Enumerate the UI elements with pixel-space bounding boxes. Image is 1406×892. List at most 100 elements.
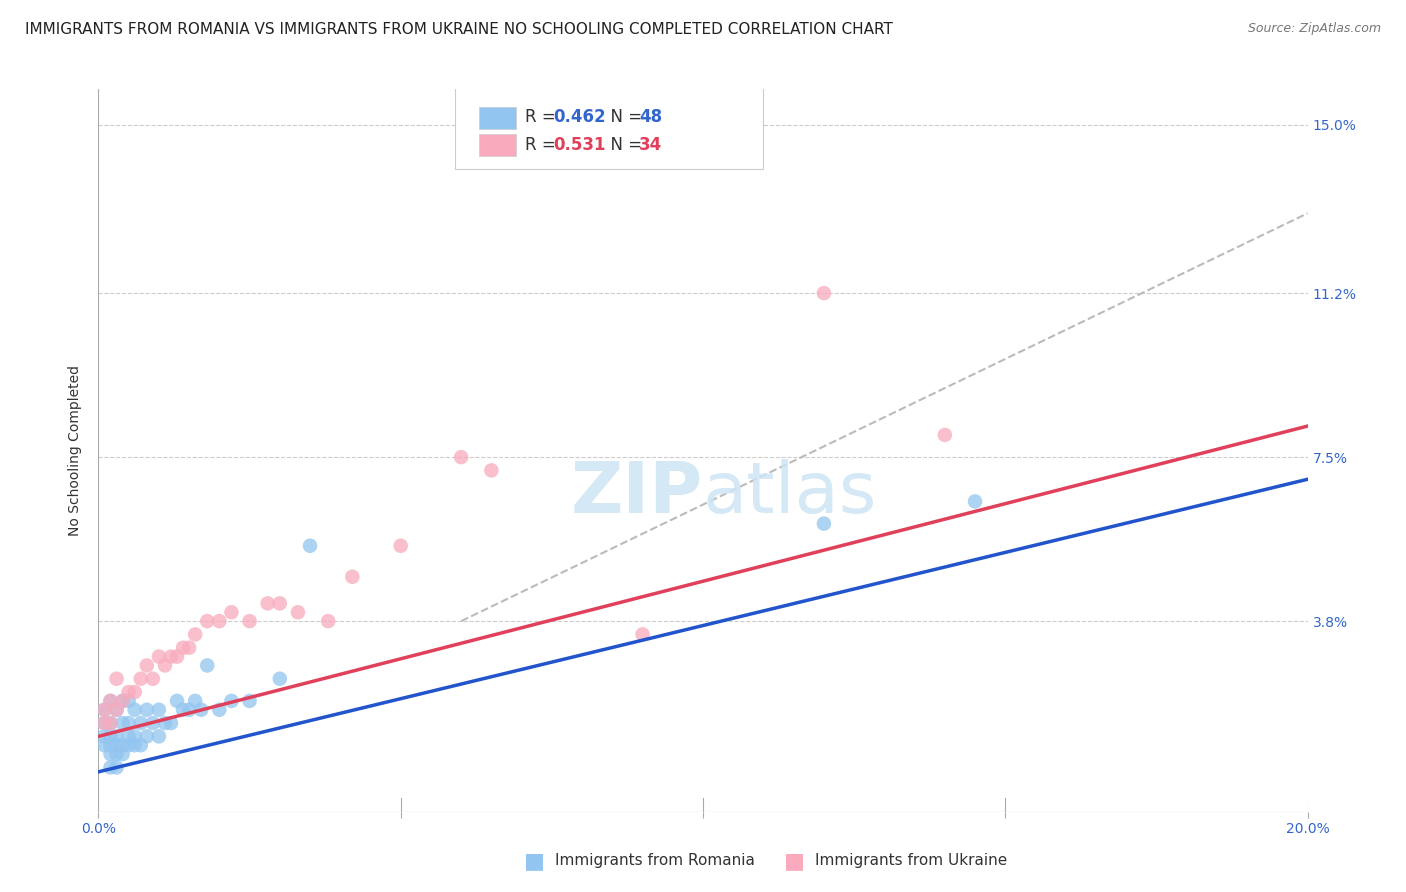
Point <box>129 716 152 731</box>
Point <box>190 703 212 717</box>
Text: ■: ■ <box>524 851 544 871</box>
Text: 48: 48 <box>638 108 662 126</box>
Point <box>100 760 122 774</box>
Point <box>93 730 115 744</box>
Point <box>105 703 128 717</box>
Point <box>221 605 243 619</box>
Point <box>118 685 141 699</box>
Text: ZIP: ZIP <box>571 459 703 528</box>
Point <box>105 672 128 686</box>
Point <box>184 694 207 708</box>
Point <box>118 730 141 744</box>
Point <box>965 494 987 508</box>
Text: 0.531: 0.531 <box>553 136 606 153</box>
Point <box>124 738 146 752</box>
Point <box>100 694 122 708</box>
Point <box>631 627 654 641</box>
Point <box>105 760 128 774</box>
Point <box>111 694 134 708</box>
Text: ■: ■ <box>785 851 804 871</box>
Text: 34: 34 <box>638 136 662 153</box>
Point <box>129 672 152 686</box>
Point <box>160 716 183 731</box>
Point <box>256 596 278 610</box>
Point <box>105 747 128 761</box>
Point <box>172 703 194 717</box>
Point <box>299 539 322 553</box>
Point <box>153 658 176 673</box>
Point <box>111 738 134 752</box>
Point <box>100 716 122 731</box>
Point <box>813 516 835 531</box>
Point <box>269 596 291 610</box>
Point <box>105 703 128 717</box>
Point <box>100 694 122 708</box>
Point <box>934 428 956 442</box>
Point <box>153 716 176 731</box>
Bar <box>479 134 516 156</box>
Point <box>124 703 146 717</box>
Point <box>93 703 115 717</box>
Point <box>208 703 231 717</box>
Point <box>239 694 262 708</box>
Point <box>135 730 157 744</box>
Text: Immigrants from Romania: Immigrants from Romania <box>555 854 755 868</box>
Point <box>105 730 128 744</box>
Point <box>179 640 201 655</box>
Point <box>287 605 309 619</box>
Point <box>100 716 122 731</box>
Point <box>342 570 364 584</box>
Point <box>148 649 170 664</box>
Point <box>195 658 218 673</box>
Text: N =: N = <box>600 108 648 126</box>
Point <box>142 716 165 731</box>
Point <box>316 614 339 628</box>
Text: Source: ZipAtlas.com: Source: ZipAtlas.com <box>1247 22 1381 36</box>
Text: atlas: atlas <box>703 459 877 528</box>
Point <box>93 703 115 717</box>
Point <box>118 694 141 708</box>
Point <box>208 614 231 628</box>
Point <box>179 703 201 717</box>
Text: R =: R = <box>526 108 561 126</box>
Point <box>135 658 157 673</box>
Point <box>160 649 183 664</box>
Point <box>195 614 218 628</box>
Point <box>105 738 128 752</box>
Y-axis label: No Schooling Completed: No Schooling Completed <box>69 365 83 536</box>
Point <box>172 640 194 655</box>
Point <box>100 738 122 752</box>
Point <box>111 747 134 761</box>
Point <box>269 672 291 686</box>
Text: N =: N = <box>600 136 648 153</box>
Point <box>100 730 122 744</box>
Text: IMMIGRANTS FROM ROMANIA VS IMMIGRANTS FROM UKRAINE NO SCHOOLING COMPLETED CORREL: IMMIGRANTS FROM ROMANIA VS IMMIGRANTS FR… <box>25 22 893 37</box>
Point <box>221 694 243 708</box>
Text: 0.462: 0.462 <box>553 108 606 126</box>
Point <box>100 747 122 761</box>
Point <box>142 672 165 686</box>
Bar <box>479 107 516 129</box>
Text: R =: R = <box>526 136 561 153</box>
Point <box>135 703 157 717</box>
Point <box>129 738 152 752</box>
Point <box>118 716 141 731</box>
Point <box>93 738 115 752</box>
Point <box>166 649 188 664</box>
Point <box>111 716 134 731</box>
Point <box>184 627 207 641</box>
Point <box>239 614 262 628</box>
Point <box>124 730 146 744</box>
Point <box>148 703 170 717</box>
Point <box>93 716 115 731</box>
Text: Immigrants from Ukraine: Immigrants from Ukraine <box>815 854 1008 868</box>
Point <box>450 450 472 464</box>
Point <box>93 716 115 731</box>
Point <box>111 694 134 708</box>
Point <box>166 694 188 708</box>
Point <box>124 685 146 699</box>
Point <box>389 539 412 553</box>
Point <box>481 463 503 477</box>
Point <box>118 738 141 752</box>
FancyBboxPatch shape <box>456 86 763 169</box>
